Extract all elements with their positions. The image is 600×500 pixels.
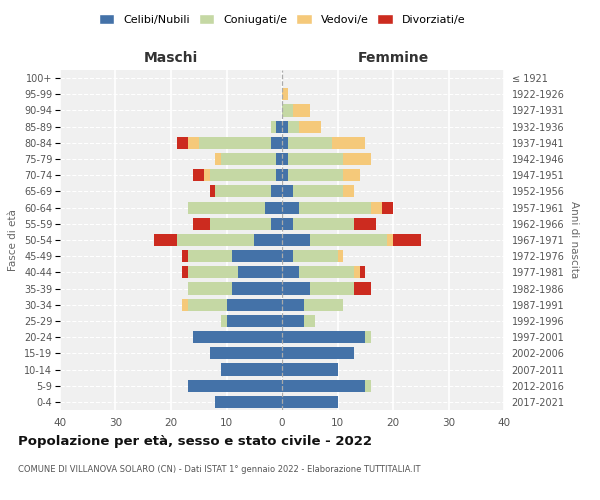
Bar [271,120,277,132]
Bar [188,298,227,311]
Bar [299,202,371,213]
Bar [210,169,277,181]
Bar [182,298,188,311]
Text: Maschi: Maschi [144,51,198,65]
Bar [199,137,271,149]
Bar [293,104,310,117]
Bar [282,282,310,294]
Bar [188,137,199,149]
Bar [282,88,287,101]
Bar [271,137,282,149]
Bar [188,266,238,278]
Bar [393,234,421,246]
Bar [354,282,371,294]
Bar [210,218,271,230]
Bar [337,250,343,262]
Bar [182,266,188,278]
Bar [193,331,282,343]
Bar [182,250,188,262]
Bar [343,186,354,198]
Bar [210,186,215,198]
Bar [188,202,265,213]
Bar [293,186,343,198]
Bar [282,298,304,311]
Bar [176,137,188,149]
Bar [310,282,354,294]
Bar [282,380,365,392]
Bar [277,120,282,132]
Bar [215,396,282,408]
Bar [227,298,282,311]
Bar [282,348,354,360]
Bar [354,218,376,230]
Bar [360,266,365,278]
Text: Femmine: Femmine [358,51,428,65]
Bar [221,364,282,376]
Bar [282,364,337,376]
Bar [287,153,343,165]
Bar [271,186,282,198]
Bar [343,169,360,181]
Bar [354,266,360,278]
Bar [254,234,282,246]
Text: COMUNE DI VILLANOVA SOLARO (CN) - Dati ISTAT 1° gennaio 2022 - Elaborazione TUTT: COMUNE DI VILLANOVA SOLARO (CN) - Dati I… [18,465,421,474]
Text: Popolazione per età, sesso e stato civile - 2022: Popolazione per età, sesso e stato civil… [18,435,372,448]
Bar [293,218,354,230]
Bar [343,153,371,165]
Bar [365,380,371,392]
Bar [310,234,388,246]
Bar [299,120,321,132]
Y-axis label: Anni di nascita: Anni di nascita [569,202,578,278]
Bar [215,186,271,198]
Bar [388,234,393,246]
Bar [193,169,204,181]
Bar [332,137,365,149]
Bar [221,153,277,165]
Bar [382,202,393,213]
Bar [265,202,282,213]
Bar [238,266,282,278]
Bar [282,218,293,230]
Bar [176,234,254,246]
Legend: Celibi/Nubili, Coniugati/e, Vedovi/e, Divorziati/e: Celibi/Nubili, Coniugati/e, Vedovi/e, Di… [95,10,469,28]
Bar [299,266,354,278]
Bar [210,348,282,360]
Bar [293,250,337,262]
Bar [304,298,343,311]
Bar [215,153,221,165]
Bar [365,331,371,343]
Bar [282,104,293,117]
Bar [232,250,282,262]
Bar [282,315,304,327]
Bar [227,315,282,327]
Bar [193,218,210,230]
Bar [188,250,232,262]
Bar [188,380,282,392]
Bar [282,250,293,262]
Bar [282,169,287,181]
Bar [371,202,382,213]
Bar [282,234,310,246]
Bar [277,169,282,181]
Bar [304,315,316,327]
Bar [221,315,227,327]
Bar [287,120,299,132]
Bar [282,186,293,198]
Bar [188,282,232,294]
Bar [282,202,299,213]
Bar [282,396,337,408]
Bar [287,169,343,181]
Bar [204,169,210,181]
Bar [282,120,287,132]
Bar [282,153,287,165]
Bar [282,331,365,343]
Bar [271,218,282,230]
Bar [282,266,299,278]
Bar [232,282,282,294]
Bar [282,137,287,149]
Y-axis label: Fasce di età: Fasce di età [8,209,19,271]
Bar [277,153,282,165]
Bar [287,137,332,149]
Bar [154,234,176,246]
